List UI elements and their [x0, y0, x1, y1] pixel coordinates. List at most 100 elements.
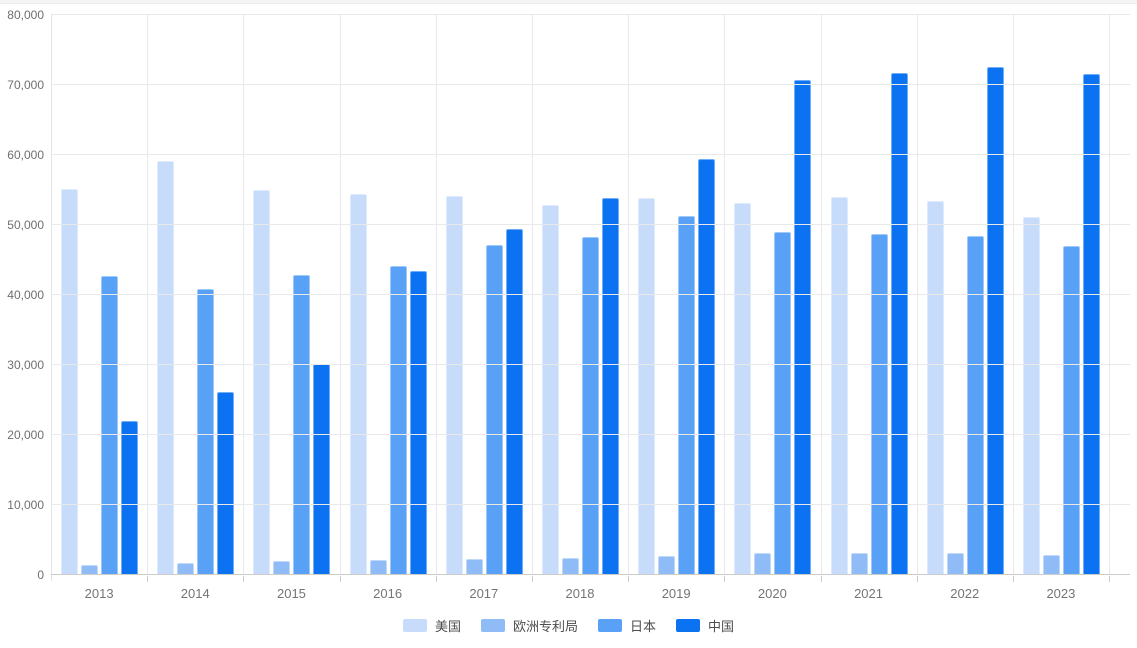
year-group-2014 — [148, 15, 245, 582]
year-group-2015 — [244, 15, 341, 582]
bar-epo-2014[interactable] — [177, 563, 195, 575]
bar-jp-2021[interactable] — [870, 234, 888, 575]
x-axis-line — [51, 574, 1130, 575]
year-group-2021 — [822, 15, 918, 582]
x-tick-label-2016: 2016 — [373, 586, 403, 601]
bar-us-2021[interactable] — [830, 197, 848, 575]
y-tick-label-10000: 10,000 — [7, 498, 44, 512]
x-axis-tick — [531, 576, 533, 582]
year-group-2020 — [725, 15, 822, 582]
bar-us-2014[interactable] — [157, 161, 175, 575]
gridline-60000 — [51, 154, 1130, 155]
x-tick-label-2014: 2014 — [180, 586, 210, 601]
bar-epo-2017[interactable] — [465, 558, 483, 575]
bar-us-2022[interactable] — [926, 200, 944, 575]
bar-epo-2021[interactable] — [850, 553, 868, 575]
bar-jp-2020[interactable] — [774, 232, 792, 575]
bar-epo-2023[interactable] — [1042, 555, 1060, 575]
bar-us-2018[interactable] — [542, 205, 560, 575]
legend-label-us: 美国 — [434, 619, 461, 634]
legend-item-epo[interactable]: 欧洲专利局 — [480, 616, 578, 635]
bar-jp-2014[interactable] — [197, 288, 215, 575]
bar-cn-2021[interactable] — [890, 73, 908, 575]
x-axis-tick — [628, 576, 630, 582]
legend-label-cn: 中国 — [708, 619, 735, 634]
legend-item-cn[interactable]: 中国 — [676, 616, 734, 635]
bar-jp-2015[interactable] — [293, 275, 311, 575]
bar-cn-2015[interactable] — [313, 363, 331, 575]
bar-epo-2013[interactable] — [81, 565, 99, 575]
x-axis-tick — [243, 576, 245, 582]
bar-groups — [52, 15, 1111, 582]
x-axis-tick — [1109, 576, 1111, 582]
y-tick-label-0: 0 — [37, 568, 44, 582]
bar-cn-2023[interactable] — [1082, 73, 1100, 575]
plot-area — [51, 14, 1130, 582]
bar-cn-2016[interactable] — [409, 271, 427, 575]
x-tick-label-2019: 2019 — [661, 586, 691, 601]
bar-jp-2019[interactable] — [678, 215, 696, 575]
y-tick-label-30000: 30,000 — [7, 358, 44, 372]
x-tick-label-2015: 2015 — [276, 586, 306, 601]
bar-us-2015[interactable] — [253, 190, 271, 575]
bar-us-2020[interactable] — [734, 203, 752, 575]
bar-cn-2019[interactable] — [698, 159, 716, 575]
legend-item-us[interactable]: 美国 — [402, 616, 461, 635]
chart-legend: 美国 欧洲专利局 日本 中国 — [0, 616, 1137, 635]
x-axis-tick — [916, 576, 918, 582]
gridline-40000 — [51, 294, 1130, 295]
bar-epo-2022[interactable] — [946, 553, 964, 575]
x-axis-tick — [724, 576, 726, 582]
bar-jp-2017[interactable] — [485, 245, 503, 575]
bar-epo-2018[interactable] — [562, 558, 580, 575]
x-tick-label-2023: 2023 — [1046, 586, 1076, 601]
bar-epo-2016[interactable] — [369, 560, 387, 575]
x-tick-label-2021: 2021 — [854, 586, 883, 601]
bar-jp-2022[interactable] — [966, 236, 984, 575]
x-axis-tick — [339, 576, 341, 582]
x-tick-label-2020: 2020 — [757, 586, 787, 601]
bar-cn-2017[interactable] — [505, 229, 523, 575]
gridline-20000 — [51, 434, 1130, 435]
bar-cn-2020[interactable] — [794, 80, 812, 575]
x-tick-label-2022: 2022 — [950, 586, 980, 601]
bar-us-2023[interactable] — [1022, 217, 1040, 575]
legend-item-jp[interactable]: 日本 — [598, 616, 656, 635]
gridline-50000 — [51, 224, 1130, 225]
x-tick-label-2018: 2018 — [565, 586, 595, 601]
bar-jp-2023[interactable] — [1062, 246, 1080, 575]
bar-us-2013[interactable] — [61, 188, 79, 575]
y-tick-label-70000: 70,000 — [7, 78, 44, 92]
x-axis-tick — [1012, 576, 1014, 582]
gridline-70000 — [51, 84, 1130, 85]
gridline-80000 — [51, 14, 1130, 15]
legend-swatch-epo — [480, 619, 505, 632]
y-tick-label-50000: 50,000 — [7, 218, 44, 232]
bar-us-2016[interactable] — [349, 194, 367, 575]
bar-jp-2016[interactable] — [389, 265, 407, 575]
bar-jp-2013[interactable] — [101, 276, 119, 575]
year-group-2018 — [533, 15, 630, 582]
bar-epo-2019[interactable] — [658, 556, 676, 575]
legend-label-epo: 欧洲专利局 — [512, 619, 578, 634]
bar-jp-2018[interactable] — [582, 236, 600, 575]
bar-cn-2022[interactable] — [986, 66, 1004, 575]
y-tick-label-60000: 60,000 — [7, 148, 44, 162]
year-group-2023 — [1014, 15, 1111, 582]
legend-swatch-cn — [676, 619, 701, 632]
bar-cn-2014[interactable] — [217, 392, 235, 575]
bar-epo-2020[interactable] — [754, 552, 772, 575]
bar-cn-2013[interactable] — [121, 421, 139, 575]
year-group-2016 — [341, 15, 437, 582]
x-tick-label-2017: 2017 — [469, 586, 499, 601]
bar-us-2017[interactable] — [445, 196, 463, 575]
y-axis-line — [51, 15, 52, 581]
bar-us-2019[interactable] — [638, 198, 656, 575]
page-top-strip — [0, 0, 1137, 4]
bar-cn-2018[interactable] — [602, 198, 620, 575]
legend-swatch-jp — [598, 619, 622, 632]
bar-epo-2015[interactable] — [273, 561, 291, 575]
year-group-2017 — [437, 15, 533, 582]
x-axis-tick — [820, 576, 822, 582]
